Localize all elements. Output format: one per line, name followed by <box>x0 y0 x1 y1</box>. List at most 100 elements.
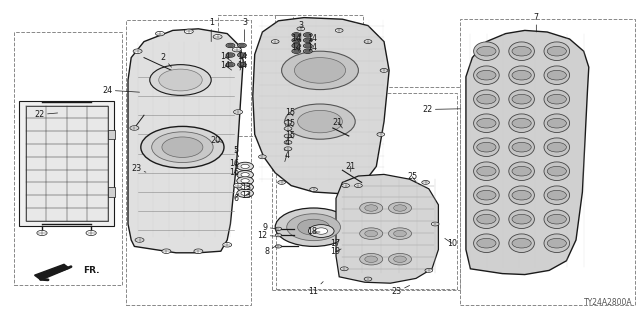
Ellipse shape <box>509 210 534 228</box>
Polygon shape <box>466 30 589 275</box>
Circle shape <box>237 162 253 171</box>
Circle shape <box>360 253 383 265</box>
Circle shape <box>37 230 47 236</box>
Text: 23: 23 <box>392 285 410 296</box>
Circle shape <box>297 27 305 31</box>
Circle shape <box>287 214 340 241</box>
Circle shape <box>512 118 531 128</box>
Text: 3: 3 <box>298 21 303 42</box>
Ellipse shape <box>474 66 499 84</box>
Circle shape <box>512 190 531 200</box>
Text: 21: 21 <box>333 118 343 128</box>
Ellipse shape <box>474 186 499 204</box>
Circle shape <box>234 110 243 114</box>
Circle shape <box>162 249 171 253</box>
Text: 7: 7 <box>534 13 539 32</box>
Circle shape <box>377 132 385 136</box>
Ellipse shape <box>509 138 534 156</box>
Circle shape <box>162 137 203 157</box>
Circle shape <box>86 230 96 236</box>
Circle shape <box>547 94 566 104</box>
Text: 25: 25 <box>407 172 417 182</box>
Text: 4: 4 <box>284 151 289 162</box>
Circle shape <box>294 39 299 42</box>
Circle shape <box>305 44 310 47</box>
Bar <box>108 130 115 139</box>
Circle shape <box>152 132 213 163</box>
Ellipse shape <box>474 162 499 180</box>
Circle shape <box>303 38 312 43</box>
Circle shape <box>477 214 496 224</box>
Circle shape <box>388 253 412 265</box>
Circle shape <box>342 184 349 188</box>
Ellipse shape <box>509 186 534 204</box>
Circle shape <box>241 191 250 195</box>
Circle shape <box>422 180 429 184</box>
Text: 14: 14 <box>291 34 301 43</box>
Circle shape <box>259 155 266 159</box>
Text: 14: 14 <box>220 61 232 70</box>
Text: 15: 15 <box>285 119 295 128</box>
Circle shape <box>237 62 246 67</box>
Text: 12: 12 <box>257 231 275 240</box>
Text: TY24A2800A: TY24A2800A <box>584 298 632 307</box>
Circle shape <box>547 214 566 224</box>
Circle shape <box>512 166 531 176</box>
Circle shape <box>547 238 566 248</box>
Circle shape <box>284 127 292 131</box>
Bar <box>108 187 115 197</box>
Circle shape <box>213 35 222 39</box>
Text: FR.: FR. <box>83 266 100 275</box>
Circle shape <box>141 126 224 168</box>
Text: 21: 21 <box>346 162 356 172</box>
Circle shape <box>477 166 496 176</box>
Circle shape <box>298 219 330 235</box>
Circle shape <box>394 205 406 211</box>
Text: 22: 22 <box>422 105 461 114</box>
Circle shape <box>310 188 317 191</box>
Text: 16: 16 <box>229 168 239 177</box>
Ellipse shape <box>474 42 499 60</box>
Circle shape <box>477 190 496 200</box>
Circle shape <box>298 110 342 133</box>
Circle shape <box>284 147 292 151</box>
Text: 24: 24 <box>102 86 140 95</box>
Circle shape <box>308 225 334 237</box>
Ellipse shape <box>509 66 534 84</box>
Circle shape <box>237 177 253 185</box>
Text: 17: 17 <box>330 239 340 248</box>
Circle shape <box>365 205 378 211</box>
Circle shape <box>133 49 142 53</box>
Circle shape <box>284 134 292 138</box>
Text: 22: 22 <box>35 110 58 119</box>
Text: 5: 5 <box>233 146 239 157</box>
Polygon shape <box>35 264 69 279</box>
Circle shape <box>303 49 312 53</box>
Circle shape <box>239 44 244 47</box>
Circle shape <box>512 46 531 56</box>
Circle shape <box>237 189 253 197</box>
Text: 23: 23 <box>131 164 146 173</box>
Circle shape <box>365 256 378 262</box>
Circle shape <box>275 234 282 237</box>
Circle shape <box>228 44 233 47</box>
Circle shape <box>241 179 250 183</box>
Circle shape <box>547 70 566 80</box>
Ellipse shape <box>544 162 570 180</box>
Text: 14: 14 <box>307 43 317 52</box>
Polygon shape <box>336 174 438 283</box>
Circle shape <box>292 44 301 48</box>
Circle shape <box>547 118 566 128</box>
Circle shape <box>388 228 412 239</box>
Ellipse shape <box>544 210 570 228</box>
Text: 14: 14 <box>307 34 317 43</box>
Circle shape <box>284 140 292 144</box>
Ellipse shape <box>509 42 534 60</box>
Circle shape <box>477 46 496 56</box>
Text: 2: 2 <box>161 53 172 67</box>
Ellipse shape <box>544 90 570 108</box>
Circle shape <box>340 267 348 271</box>
Circle shape <box>477 118 496 128</box>
Circle shape <box>241 173 250 177</box>
Text: 10: 10 <box>445 238 457 248</box>
